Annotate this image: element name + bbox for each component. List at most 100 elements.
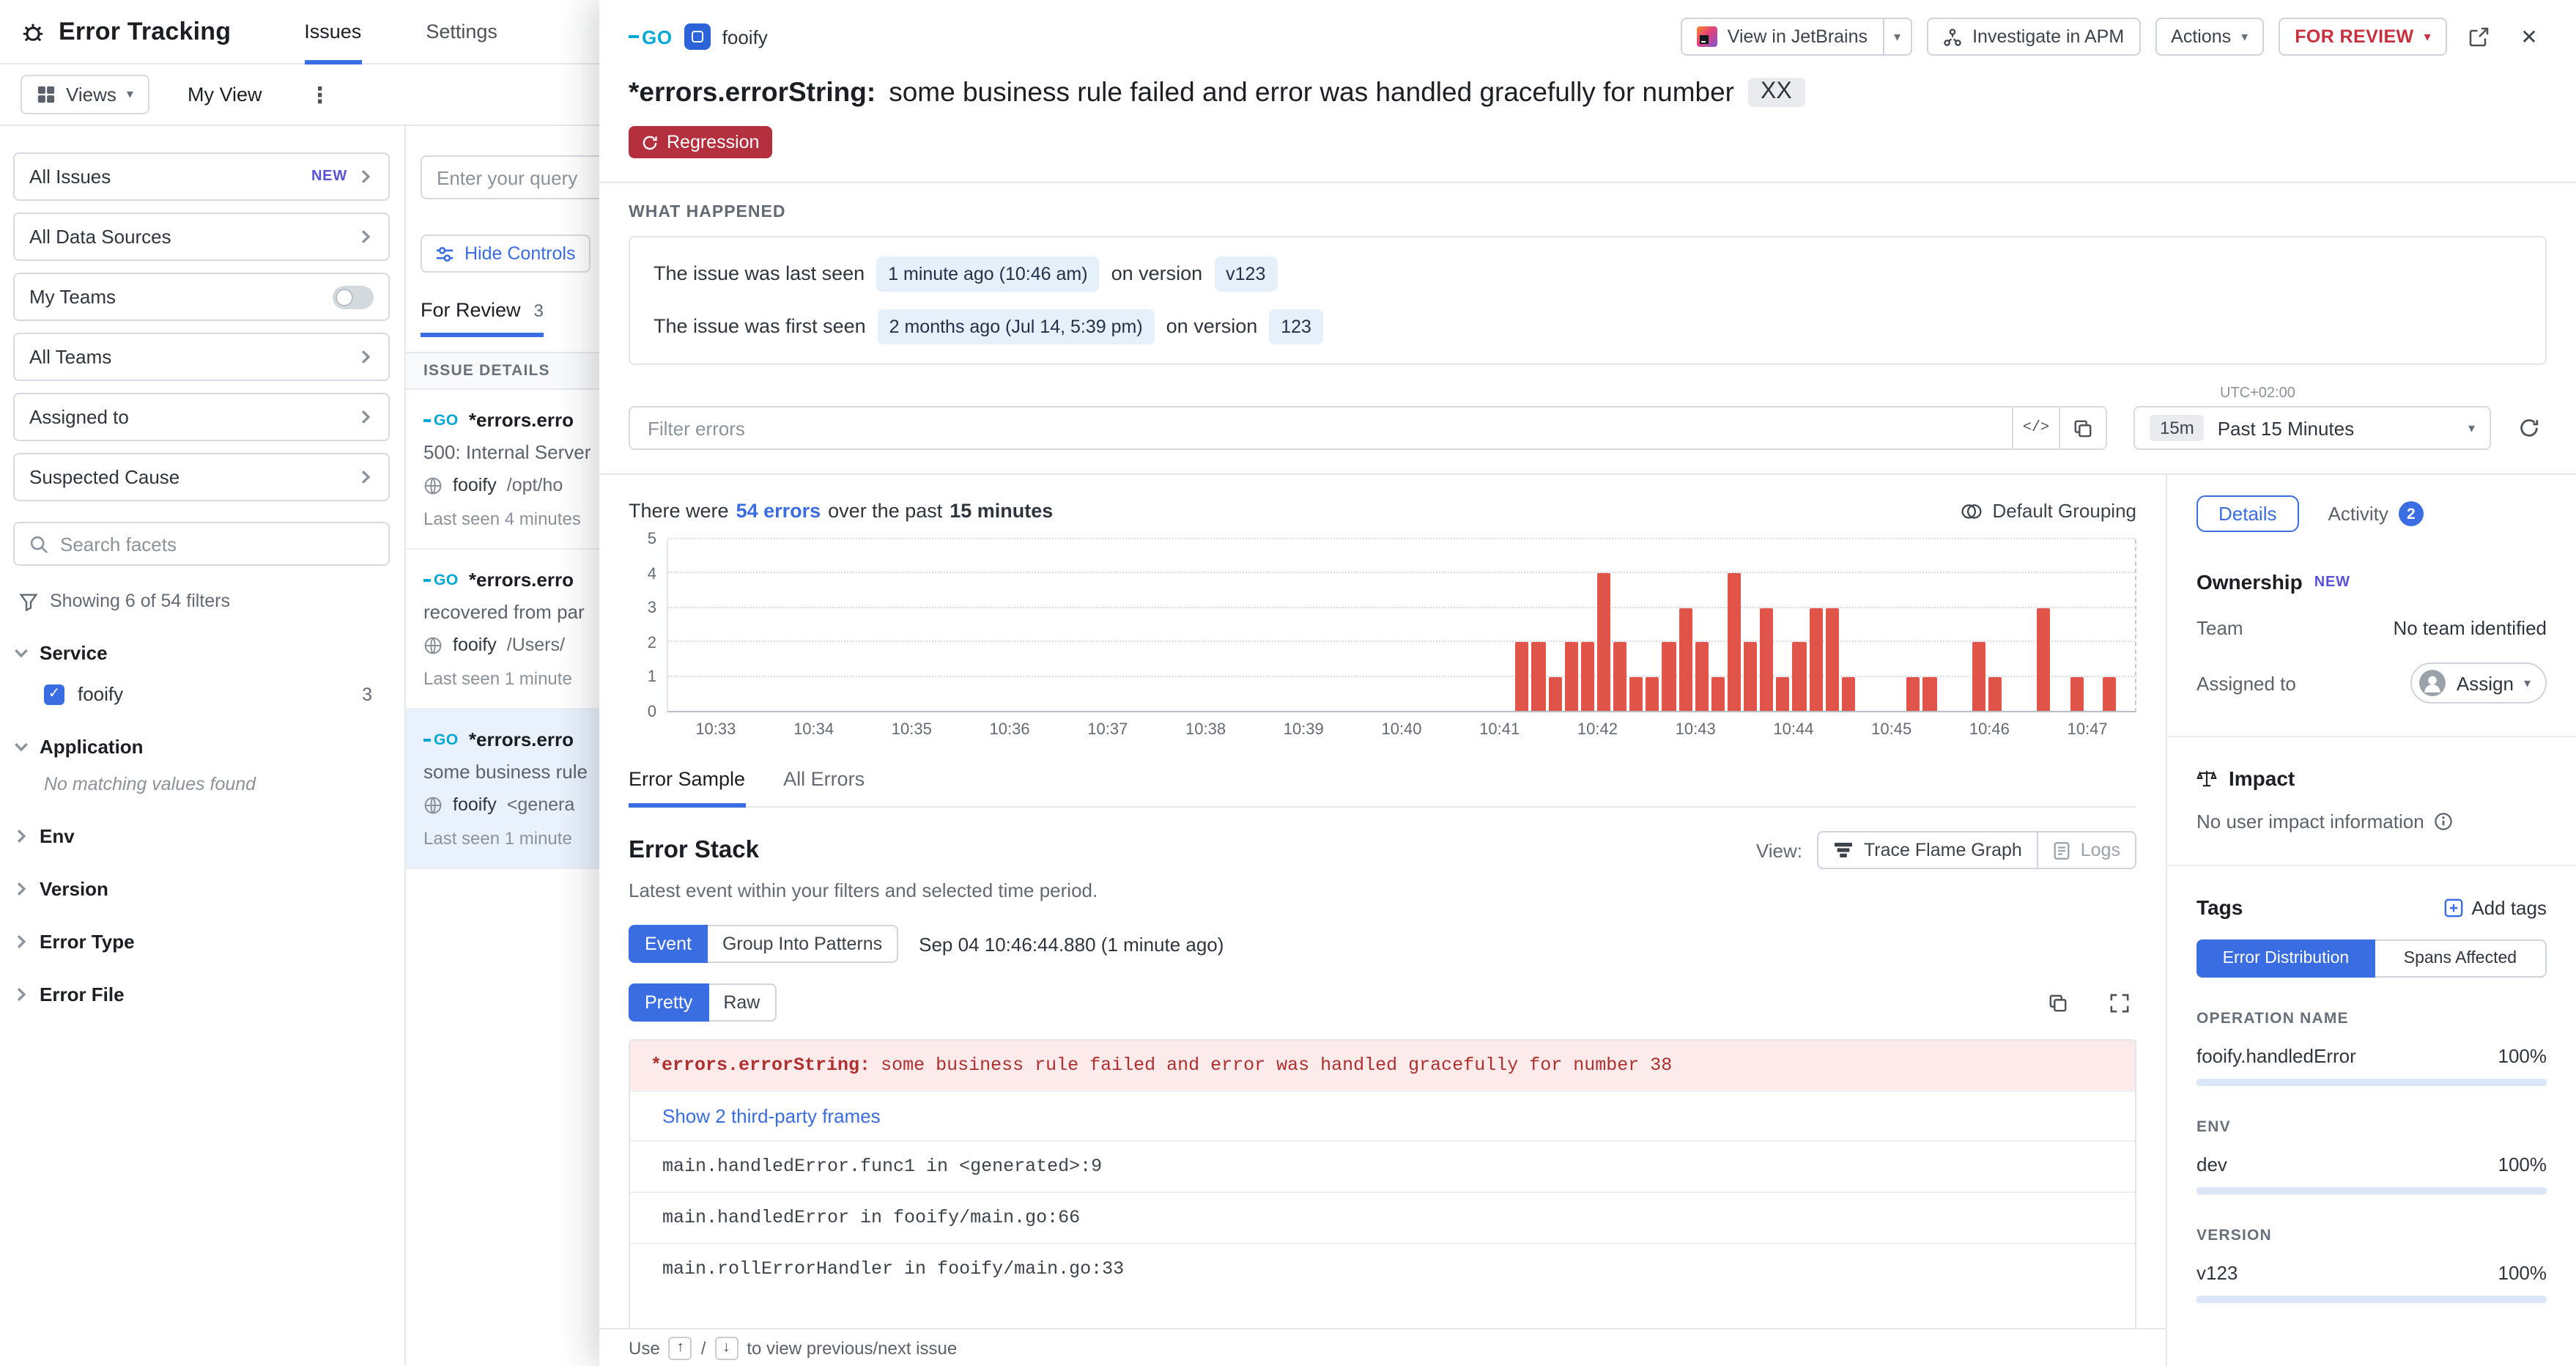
- chart-bar[interactable]: [1727, 573, 1742, 711]
- chart-bar[interactable]: [1922, 676, 1937, 711]
- status-for-review-button[interactable]: FOR REVIEW ▾: [2279, 18, 2447, 56]
- chart-bar[interactable]: [1646, 676, 1659, 711]
- arrow-down-key[interactable]: ↓: [714, 1336, 739, 1359]
- chart-bar[interactable]: [1711, 676, 1725, 711]
- filter-all-data-sources[interactable]: All Data Sources: [13, 213, 390, 261]
- chart-bar[interactable]: [1695, 642, 1709, 711]
- summary-error-count[interactable]: 54 errors: [736, 500, 821, 522]
- event-mode-button[interactable]: Event: [629, 925, 708, 963]
- stack-frame[interactable]: main.handledError.func1 in <generated>:9: [630, 1140, 2135, 1192]
- chart-bar[interactable]: [1825, 608, 1839, 711]
- facet-value[interactable]: v123: [2196, 1262, 2238, 1284]
- chart-bar[interactable]: [2070, 676, 2084, 711]
- facet-value-fooify[interactable]: ✓ fooify 3: [44, 683, 390, 705]
- filter-errors-input[interactable]: </>: [629, 406, 2107, 450]
- trace-flame-graph-button[interactable]: Trace Flame Graph: [1816, 831, 2038, 869]
- tab-activity[interactable]: Activity 2: [2328, 501, 2424, 526]
- spans-affected-tab[interactable]: Spans Affected: [2375, 939, 2547, 978]
- chart-bar[interactable]: [1515, 642, 1529, 711]
- show-third-party-frames-link[interactable]: Show 2 third-party frames: [630, 1090, 2135, 1140]
- view-in-jetbrains-button[interactable]: View in JetBrains: [1680, 18, 1884, 56]
- last-seen-time-chip[interactable]: 1 minute ago (10:46 am): [876, 256, 1100, 292]
- view-options-menu[interactable]: ⋮: [308, 83, 331, 108]
- chart-bar[interactable]: [1629, 676, 1643, 711]
- pretty-format-button[interactable]: Pretty: [629, 983, 709, 1022]
- facet-group-application-header[interactable]: Application: [13, 736, 390, 758]
- facet-group-version-header[interactable]: Version: [13, 878, 390, 900]
- filter-errors-field[interactable]: [630, 407, 2012, 448]
- first-seen-time-chip[interactable]: 2 months ago (Jul 14, 5:39 pm): [877, 309, 1155, 344]
- chart-bar[interactable]: [1792, 642, 1807, 711]
- chart-bar[interactable]: [1531, 642, 1546, 711]
- chart-bar[interactable]: [1548, 676, 1562, 711]
- time-range-select[interactable]: UTC+02:00 15m Past 15 Minutes ▾: [2133, 385, 2491, 450]
- filter-suspected-cause[interactable]: Suspected Cause: [13, 453, 390, 501]
- add-tags-button[interactable]: Add tags: [2443, 896, 2547, 918]
- filter-all-issues[interactable]: All Issues NEW: [13, 152, 390, 201]
- facet-value[interactable]: dev: [2196, 1153, 2227, 1175]
- chart-bar[interactable]: [1760, 608, 1774, 711]
- query-input[interactable]: [421, 155, 599, 199]
- chart-bar[interactable]: [1776, 676, 1790, 711]
- chart-bar[interactable]: [1662, 642, 1676, 711]
- chart-bar[interactable]: [2102, 676, 2116, 711]
- chart-bar[interactable]: [1809, 608, 1823, 711]
- chart-bar[interactable]: [1906, 676, 1920, 711]
- filter-my-teams[interactable]: My Teams: [13, 273, 390, 321]
- my-teams-toggle[interactable]: [333, 285, 374, 309]
- issue-list-item-selected[interactable]: GO *errors.erro some business rule fooif…: [406, 709, 599, 869]
- chart-bar[interactable]: [1679, 608, 1692, 711]
- filter-all-teams[interactable]: All Teams: [13, 333, 390, 381]
- copy-query-button[interactable]: [2059, 407, 2106, 448]
- chart-bar[interactable]: [1580, 642, 1594, 711]
- hide-controls-button[interactable]: Hide Controls: [421, 235, 591, 273]
- error-distribution-tab[interactable]: Error Distribution: [2196, 939, 2375, 978]
- chart-bar[interactable]: [2037, 608, 2051, 711]
- logs-button[interactable]: Logs: [2038, 831, 2136, 869]
- chart-bar[interactable]: [1972, 642, 1985, 711]
- raw-format-button[interactable]: Raw: [708, 983, 777, 1022]
- copy-stack-button[interactable]: [2040, 985, 2075, 1020]
- chart-bar[interactable]: [1613, 642, 1627, 711]
- filter-assigned-to[interactable]: Assigned to: [13, 393, 390, 441]
- fullscreen-button[interactable]: [2101, 985, 2136, 1020]
- open-full-page-button[interactable]: [2462, 19, 2497, 54]
- stack-frame[interactable]: main.handledError in fooify/main.go:66: [630, 1192, 2135, 1243]
- tab-error-sample[interactable]: Error Sample: [629, 768, 746, 808]
- tab-for-review[interactable]: For Review 3: [421, 299, 544, 337]
- facet-group-service-header[interactable]: Service: [13, 642, 390, 664]
- chart-bar[interactable]: [1564, 642, 1578, 711]
- actions-button[interactable]: Actions ▾: [2155, 18, 2265, 56]
- chart-bar[interactable]: [1744, 642, 1758, 711]
- default-grouping-button[interactable]: Default Grouping: [1960, 500, 2136, 522]
- first-seen-version-chip[interactable]: 123: [1269, 309, 1323, 344]
- group-into-patterns-button[interactable]: Group Into Patterns: [707, 925, 899, 963]
- views-button[interactable]: Views ▾: [21, 75, 149, 114]
- issue-list-item[interactable]: GO *errors.erro 500: Internal Server foo…: [406, 390, 599, 550]
- facet-search-input[interactable]: [60, 533, 374, 555]
- chart-bar[interactable]: [1841, 676, 1855, 711]
- chart-bar[interactable]: [1596, 573, 1611, 711]
- tab-issues[interactable]: Issues: [304, 0, 362, 64]
- investigate-in-apm-button[interactable]: Investigate in APM: [1927, 18, 2141, 56]
- close-drawer-button[interactable]: ✕: [2520, 24, 2538, 48]
- tab-details[interactable]: Details: [2196, 495, 2299, 532]
- query-input-field[interactable]: [437, 166, 599, 188]
- chart-bar[interactable]: [1988, 676, 2002, 711]
- facet-value[interactable]: fooify.handledError: [2196, 1045, 2356, 1067]
- code-view-button[interactable]: </>: [2012, 407, 2059, 448]
- arrow-up-key[interactable]: ↑: [668, 1336, 692, 1359]
- jetbrains-dropdown-button[interactable]: ▾: [1884, 18, 1913, 56]
- last-seen-version-chip[interactable]: v123: [1214, 256, 1278, 292]
- info-icon[interactable]: [2435, 812, 2454, 831]
- facet-group-env-header[interactable]: Env: [13, 825, 390, 847]
- refresh-button[interactable]: [2512, 410, 2547, 446]
- issue-list-item[interactable]: GO *errors.erro recovered from par fooif…: [406, 550, 599, 709]
- fooify-checkbox[interactable]: ✓: [44, 684, 64, 704]
- tab-settings[interactable]: Settings: [426, 21, 497, 43]
- stack-frame[interactable]: main.rollErrorHandler in fooify/main.go:…: [630, 1243, 2135, 1294]
- tab-all-errors[interactable]: All Errors: [783, 768, 865, 790]
- facet-group-error-file-header[interactable]: Error File: [13, 983, 390, 1005]
- facet-search[interactable]: [13, 522, 390, 566]
- facet-group-error-type-header[interactable]: Error Type: [13, 931, 390, 953]
